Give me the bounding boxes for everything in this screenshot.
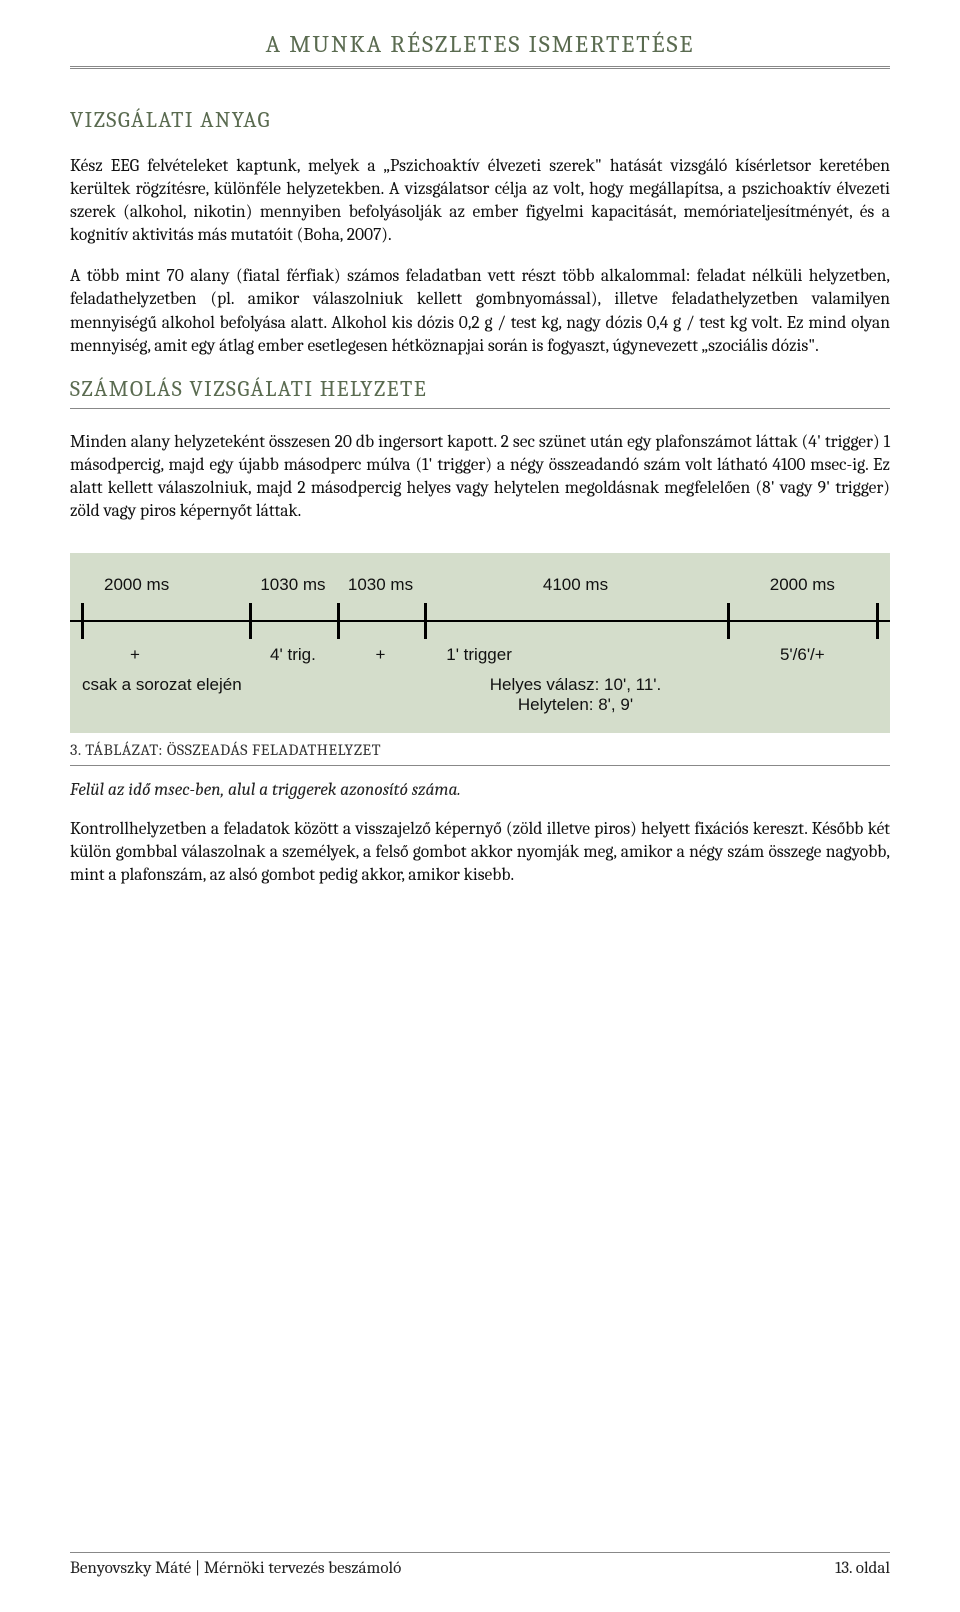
- italic-note: Felül az idő msec-ben, alul a triggerek …: [70, 780, 890, 800]
- page-footer: Benyovszky Máté | Mérnöki tervezés beszá…: [70, 1552, 890, 1578]
- timeline-seg-2-time: 1030 ms: [337, 575, 425, 595]
- footer-left: Benyovszky Máté | Mérnöki tervezés beszá…: [70, 1559, 401, 1578]
- section1-heading: VIZSGÁLATI ANYAG: [70, 107, 890, 133]
- timeline-seg-1-time: 1030 ms: [249, 575, 337, 595]
- timeline-under-right-l2: Helytelen: 8', 9': [518, 695, 633, 714]
- timeline-below-row: + 4' trig. + 1' trigger 5'/6'/+: [82, 645, 878, 665]
- timeline-seg-2-below: +: [337, 645, 425, 665]
- header-title: A MUNKA RÉSZLETES ISMERTETÉSE: [70, 30, 890, 66]
- header-rule: [70, 66, 890, 69]
- footer-right: 13. oldal: [835, 1559, 890, 1578]
- timeline-diagram: 2000 ms 1030 ms 1030 ms 4100 ms 2000 ms …: [70, 553, 890, 733]
- document-page: A MUNKA RÉSZLETES ISMERTETÉSE VIZSGÁLATI…: [0, 0, 960, 1612]
- section2-paragraph-1: Minden alany helyzeteként összesen 20 db…: [70, 431, 890, 523]
- timeline-tick-5: [876, 603, 879, 639]
- figure-caption: 3. TÁBLÁZAT: ÖSSZEADÁS FELADATHELYZET: [70, 733, 890, 766]
- section2-heading: SZÁMOLÁS VIZSGÁLATI HELYZETE: [70, 376, 890, 409]
- timeline-seg-3-time: 4100 ms: [424, 575, 726, 595]
- paragraph-after-figure: Kontrollhelyzetben a feladatok között a …: [70, 818, 890, 887]
- section1-paragraph-1: Kész EEG felvételeket kaptunk, melyek a …: [70, 155, 890, 247]
- timeline-under-left: csak a sorozat elején: [82, 675, 424, 715]
- timeline-seg-1-below: 4' trig.: [249, 645, 337, 665]
- timeline-seg-0-below: +: [82, 645, 249, 665]
- timeline-seg-4-time: 2000 ms: [727, 575, 878, 595]
- timeline-tick-4: [727, 603, 730, 639]
- timeline-tick-3: [424, 603, 427, 639]
- page-header: A MUNKA RÉSZLETES ISMERTETÉSE: [70, 30, 890, 69]
- timeline-seg-3-below: 1' trigger: [424, 645, 726, 665]
- timeline-seg-4-below: 5'/6'/+: [727, 645, 878, 665]
- timeline-tick-1: [249, 603, 252, 639]
- timeline-axis-line: [70, 620, 890, 622]
- timeline-tick-2: [337, 603, 340, 639]
- section1-paragraph-2: A több mint 70 alany (fiatal férfiak) sz…: [70, 265, 890, 357]
- timeline-under-row: csak a sorozat elején Helyes válasz: 10'…: [82, 675, 878, 715]
- timeline-tick-0: [81, 603, 84, 639]
- timeline-under-spacer: [727, 675, 878, 715]
- timeline-under-right-l1: Helyes válasz: 10', 11'.: [490, 675, 662, 694]
- timeline-times-row: 2000 ms 1030 ms 1030 ms 4100 ms 2000 ms: [82, 575, 878, 595]
- timeline-axis: [82, 603, 878, 639]
- timeline-under-right: Helyes válasz: 10', 11'. Helytelen: 8', …: [424, 675, 726, 715]
- timeline-seg-0-time: 2000 ms: [82, 575, 249, 595]
